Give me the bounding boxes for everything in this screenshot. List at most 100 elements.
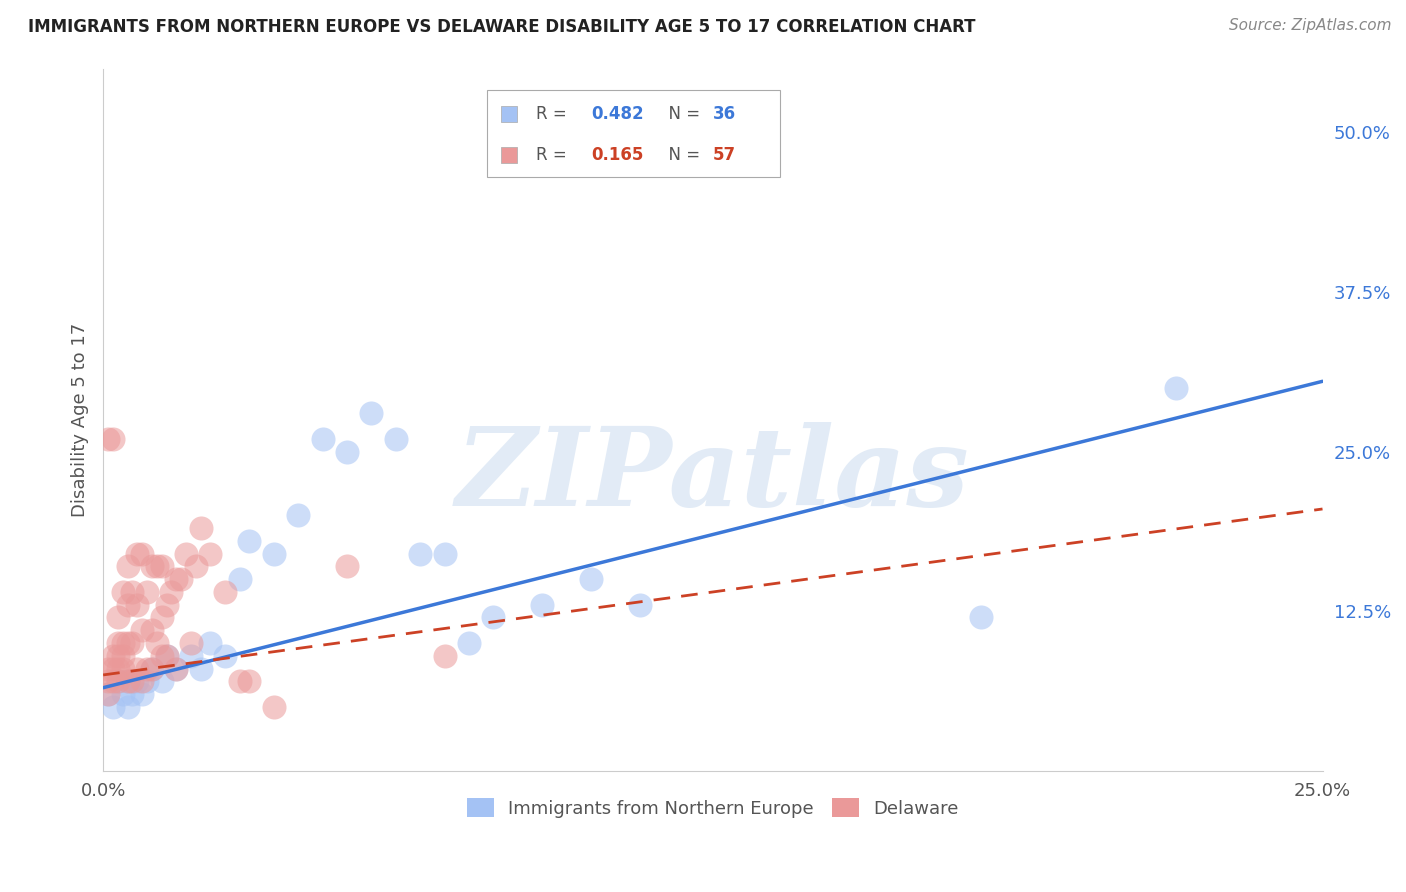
Point bbox=[160, 585, 183, 599]
Point bbox=[111, 662, 134, 676]
Point bbox=[433, 648, 456, 663]
Point bbox=[155, 648, 177, 663]
Point bbox=[111, 636, 134, 650]
Legend: Immigrants from Northern Europe, Delaware: Immigrants from Northern Europe, Delawar… bbox=[460, 791, 966, 825]
Y-axis label: Disability Age 5 to 17: Disability Age 5 to 17 bbox=[72, 323, 89, 516]
Point bbox=[531, 598, 554, 612]
Point bbox=[190, 662, 212, 676]
Point bbox=[107, 674, 129, 689]
Point bbox=[433, 547, 456, 561]
Text: IMMIGRANTS FROM NORTHERN EUROPE VS DELAWARE DISABILITY AGE 5 TO 17 CORRELATION C: IMMIGRANTS FROM NORTHERN EUROPE VS DELAW… bbox=[28, 18, 976, 36]
Point bbox=[117, 598, 139, 612]
Text: ZIPatlas: ZIPatlas bbox=[456, 422, 970, 530]
Point bbox=[101, 648, 124, 663]
Point bbox=[146, 636, 169, 650]
Point bbox=[121, 585, 143, 599]
Point bbox=[136, 585, 159, 599]
Text: Source: ZipAtlas.com: Source: ZipAtlas.com bbox=[1229, 18, 1392, 33]
Point bbox=[97, 432, 120, 446]
Point bbox=[97, 674, 120, 689]
Point bbox=[336, 559, 359, 574]
Point bbox=[725, 125, 748, 139]
Point bbox=[970, 610, 993, 624]
Point bbox=[155, 648, 177, 663]
Point bbox=[458, 636, 481, 650]
Point bbox=[238, 674, 260, 689]
Point bbox=[628, 598, 651, 612]
Point bbox=[127, 547, 149, 561]
Point bbox=[150, 610, 173, 624]
Point bbox=[107, 636, 129, 650]
Point bbox=[127, 598, 149, 612]
Point bbox=[238, 533, 260, 548]
Point bbox=[228, 674, 250, 689]
Point bbox=[117, 699, 139, 714]
Point bbox=[97, 662, 120, 676]
Point bbox=[180, 648, 202, 663]
Point bbox=[214, 648, 236, 663]
Text: 0.165: 0.165 bbox=[591, 146, 644, 164]
Point bbox=[384, 432, 406, 446]
Point bbox=[101, 432, 124, 446]
Point bbox=[482, 610, 505, 624]
Point bbox=[107, 610, 129, 624]
Point bbox=[165, 662, 187, 676]
FancyBboxPatch shape bbox=[488, 89, 780, 178]
Point bbox=[111, 687, 134, 701]
Point bbox=[127, 662, 149, 676]
Point bbox=[228, 572, 250, 586]
Point bbox=[136, 674, 159, 689]
Point bbox=[141, 662, 163, 676]
Point bbox=[117, 674, 139, 689]
Text: N =: N = bbox=[658, 105, 706, 123]
Point bbox=[97, 687, 120, 701]
Point bbox=[101, 674, 124, 689]
Point bbox=[117, 674, 139, 689]
Point bbox=[131, 547, 153, 561]
Point bbox=[141, 662, 163, 676]
Point bbox=[117, 636, 139, 650]
Point bbox=[136, 662, 159, 676]
Point bbox=[165, 662, 187, 676]
Point bbox=[200, 547, 222, 561]
Point bbox=[200, 636, 222, 650]
Point bbox=[101, 662, 124, 676]
Point bbox=[170, 572, 193, 586]
Text: 57: 57 bbox=[713, 146, 735, 164]
Point bbox=[131, 624, 153, 638]
Point bbox=[141, 624, 163, 638]
Point bbox=[180, 636, 202, 650]
Point bbox=[311, 432, 333, 446]
Point bbox=[360, 406, 382, 420]
Point bbox=[336, 444, 359, 458]
Point bbox=[263, 699, 285, 714]
Point bbox=[101, 699, 124, 714]
Point bbox=[107, 662, 129, 676]
Text: N =: N = bbox=[658, 146, 706, 164]
Point bbox=[150, 674, 173, 689]
Point bbox=[174, 547, 197, 561]
Point bbox=[127, 674, 149, 689]
Point bbox=[1166, 381, 1188, 395]
Text: 0.482: 0.482 bbox=[591, 105, 644, 123]
Text: R =: R = bbox=[536, 146, 572, 164]
Point bbox=[121, 674, 143, 689]
Point bbox=[409, 547, 432, 561]
Point bbox=[146, 559, 169, 574]
Point bbox=[111, 585, 134, 599]
Point bbox=[263, 547, 285, 561]
Text: 36: 36 bbox=[713, 105, 735, 123]
Point bbox=[190, 521, 212, 535]
Point bbox=[97, 687, 120, 701]
Point bbox=[121, 636, 143, 650]
Point bbox=[141, 559, 163, 574]
Point bbox=[117, 559, 139, 574]
Point bbox=[150, 559, 173, 574]
Text: R =: R = bbox=[536, 105, 572, 123]
Point bbox=[150, 648, 173, 663]
Point bbox=[131, 674, 153, 689]
Point bbox=[214, 585, 236, 599]
Point bbox=[107, 648, 129, 663]
Point bbox=[287, 508, 309, 523]
Point bbox=[111, 648, 134, 663]
